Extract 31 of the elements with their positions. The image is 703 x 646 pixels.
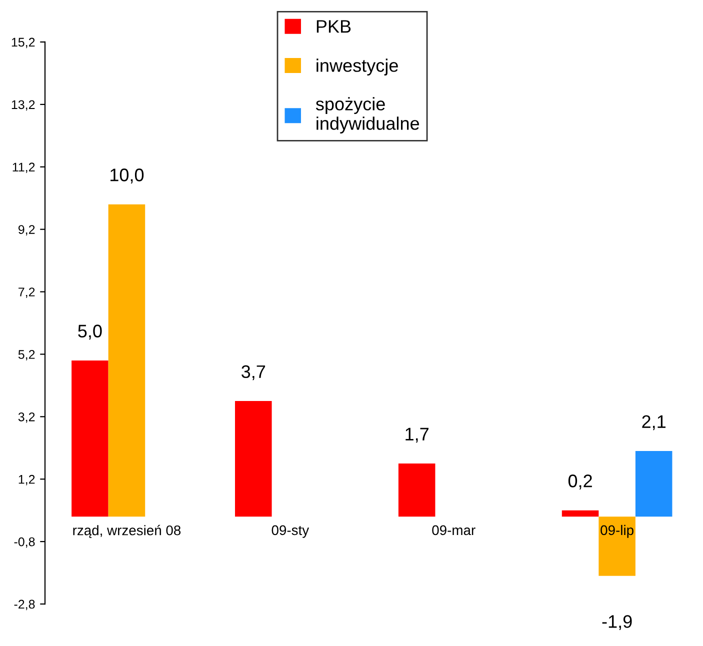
y-tick-label: 13,2 [12,100,35,111]
x-tick-label: 09-lip [600,524,634,538]
bar [635,451,672,517]
data-label: 0,2 [568,474,592,490]
data-label: 10,0 [110,168,144,184]
y-tick-label: 1,2 [18,474,35,486]
bar [398,464,436,517]
bar [72,360,108,517]
data-label: 1,7 [406,428,428,443]
y-tick-label: -0,8 [14,537,35,548]
data-label: 2,1 [642,415,666,430]
legend-label: PKB [316,20,351,33]
bar [598,516,636,576]
data-label: 3,7 [242,365,266,380]
x-tick-label: rząd, wrzesień 08 [73,524,181,538]
y-tick-label: 9,2 [18,225,35,236]
x-tick-label: 09-sty [272,525,310,538]
legend-label: inwestycje [316,58,398,76]
x-tick-label: 09-mar [432,525,476,536]
y-tick-label: -2,8 [14,600,35,610]
bar [235,401,272,517]
data-label: -1,9 [602,615,632,630]
bar [562,510,599,517]
y-tick-label: 3,2 [18,412,35,423]
legend-label: spożycie indywidualne [316,97,420,134]
y-tick-label: 7,2 [18,288,35,298]
y-tick-label: 5,2 [18,350,35,360]
data-label: 5,0 [78,324,102,340]
y-tick-label: 11,2 [12,162,35,174]
y-tick-label: 15,2 [12,38,35,48]
bar [108,204,146,517]
